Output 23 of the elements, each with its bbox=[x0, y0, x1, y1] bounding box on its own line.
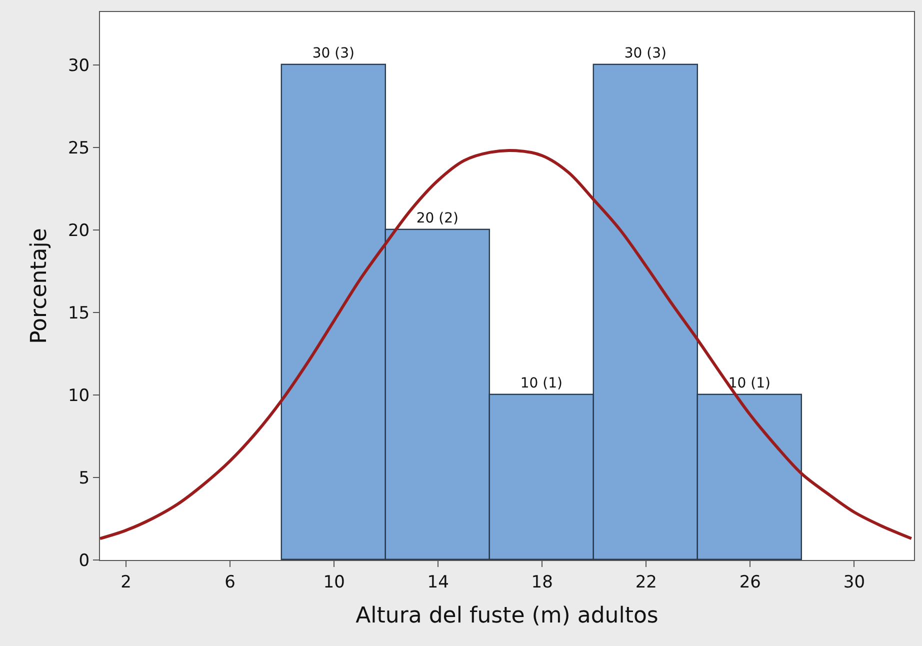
data-label: 30 (3) bbox=[312, 45, 354, 62]
x-tick-label: 30 bbox=[843, 572, 866, 592]
y-tick-label: 25 bbox=[68, 138, 90, 158]
y-tick-label: 5 bbox=[78, 468, 90, 488]
x-axis-title: Altura del fuste (m) adultos bbox=[356, 603, 658, 628]
line-series bbox=[100, 148, 913, 540]
y-tick-label: 10 bbox=[68, 386, 90, 406]
data-label: 20 (2) bbox=[416, 210, 458, 226]
data-label: 10 (1) bbox=[520, 375, 562, 392]
y-tick-label: 0 bbox=[78, 550, 90, 571]
x-tick-label: 2 bbox=[120, 572, 132, 592]
x-tick-label: 14 bbox=[427, 572, 449, 592]
data-label: 10 (1) bbox=[728, 375, 770, 392]
x-tick-label: 6 bbox=[224, 572, 236, 592]
x-tick-label: 18 bbox=[531, 572, 553, 592]
data-label: 30 (3) bbox=[624, 45, 666, 62]
y-axis-title: Porcentaje bbox=[26, 228, 52, 344]
y-tick-label: 20 bbox=[68, 220, 90, 241]
y-tick-label: 30 bbox=[68, 56, 90, 76]
y-tick-label: 15 bbox=[68, 303, 90, 324]
x-tick-label: 10 bbox=[323, 572, 345, 592]
x-tick-label: 26 bbox=[739, 572, 761, 592]
x-tick-label: 22 bbox=[635, 572, 657, 592]
